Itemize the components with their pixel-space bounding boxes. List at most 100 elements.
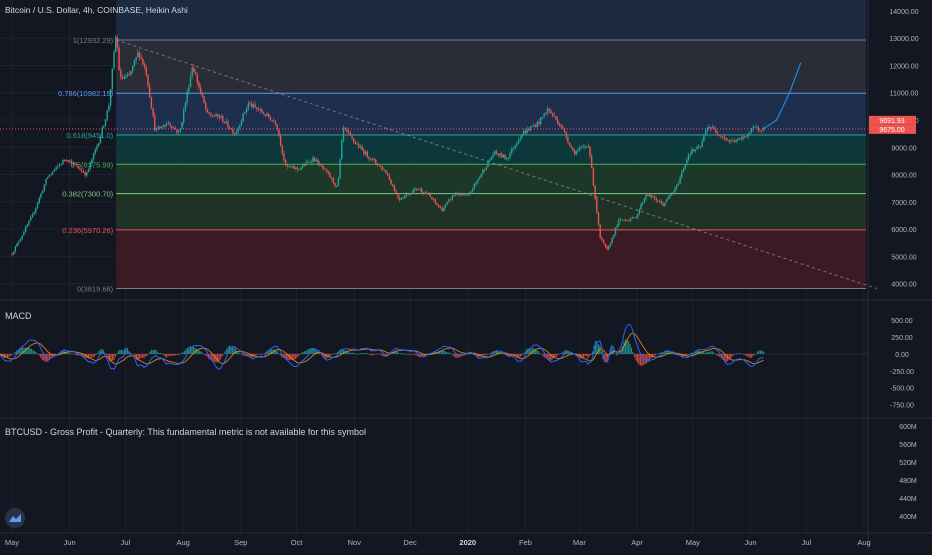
macd-histogram-bar — [534, 349, 537, 354]
candle — [286, 164, 289, 167]
candle — [744, 136, 746, 138]
candle — [126, 74, 129, 76]
candle — [495, 151, 498, 154]
macd-histogram-bar — [582, 353, 585, 358]
candle — [64, 159, 66, 161]
candle — [31, 214, 34, 218]
candle — [494, 151, 496, 155]
candle — [189, 76, 192, 88]
candle — [696, 147, 698, 150]
macd-histogram-bar — [509, 353, 511, 356]
fundamental-tick-label: 400M — [899, 514, 917, 521]
macd-histogram-bar — [626, 339, 628, 354]
candle — [512, 148, 515, 150]
macd-histogram-bar — [390, 352, 393, 354]
candle — [339, 159, 341, 179]
candle — [750, 128, 753, 133]
candle — [149, 86, 151, 98]
candle — [517, 140, 520, 144]
candle — [234, 133, 236, 135]
macd-histogram-bar — [440, 351, 442, 354]
candle — [660, 201, 663, 204]
candle — [410, 193, 413, 195]
candle — [684, 164, 686, 170]
macd-histogram-bar — [137, 353, 139, 361]
candle — [449, 199, 452, 201]
time-tick-label: Aug — [857, 538, 870, 547]
candle — [602, 239, 605, 244]
candle — [453, 194, 455, 196]
candle — [167, 123, 170, 125]
macd-histogram-bar — [692, 352, 694, 354]
candle — [626, 220, 629, 221]
candle — [344, 127, 346, 129]
time-tick-label: Nov — [348, 538, 362, 547]
candle — [305, 162, 307, 166]
macd-histogram-bar — [416, 353, 418, 356]
macd-histogram-bar — [377, 353, 379, 355]
candle — [648, 194, 651, 196]
macd-histogram-bar — [206, 353, 208, 357]
candle — [99, 136, 102, 144]
macd-histogram-bar — [588, 353, 591, 357]
candle — [577, 149, 579, 152]
candle — [417, 189, 419, 191]
tradingview-logo-icon[interactable] — [5, 508, 25, 528]
macd-histogram-bar — [149, 351, 151, 354]
macd-histogram-bar — [401, 353, 403, 354]
macd-histogram-bar — [378, 353, 381, 355]
macd-histogram-bar — [296, 353, 298, 358]
candle — [82, 170, 85, 173]
macd-histogram-bar — [123, 349, 126, 354]
candle — [70, 160, 73, 165]
macd-histogram-bar — [552, 353, 555, 359]
candle — [220, 116, 222, 118]
macd-histogram-bar — [171, 353, 174, 356]
macd-histogram-bar — [293, 353, 295, 360]
macd-histogram-bar — [641, 353, 643, 366]
macd-histogram-bar — [312, 347, 315, 354]
candle — [86, 171, 88, 176]
macd-histogram-bar — [177, 353, 180, 355]
macd-histogram-bar — [540, 353, 543, 355]
candle — [701, 141, 703, 147]
macd-histogram-bar — [725, 353, 727, 362]
price-tick-label: 11000.00 — [890, 91, 919, 98]
macd-histogram-bar — [189, 346, 192, 354]
macd-histogram-bar — [47, 353, 49, 362]
candle — [359, 146, 362, 148]
candle — [572, 147, 574, 151]
candle — [480, 174, 482, 178]
macd-histogram-bar — [636, 353, 639, 363]
macd-histogram-bar — [684, 353, 687, 356]
candle — [115, 37, 117, 52]
macd-histogram-bar — [581, 353, 583, 359]
candle — [103, 125, 105, 128]
candle — [538, 122, 540, 124]
candle — [551, 113, 554, 116]
macd-histogram-bar — [285, 353, 288, 360]
macd-histogram-bar — [447, 352, 450, 354]
candle — [317, 159, 319, 165]
candle — [540, 117, 542, 124]
macd-histogram-bar — [29, 348, 31, 354]
candle — [40, 193, 42, 198]
candle — [322, 166, 324, 169]
macd-histogram-bar — [471, 353, 474, 355]
candle — [24, 226, 27, 233]
candle — [665, 199, 668, 203]
candle — [526, 128, 528, 133]
macd-histogram-bar — [8, 353, 10, 357]
macd-histogram-bar — [330, 353, 333, 355]
macd-histogram-bar — [467, 353, 469, 355]
macd-histogram-bar — [92, 353, 94, 358]
candle — [254, 104, 256, 108]
candle — [383, 170, 385, 171]
time-tick-label: Apr — [631, 538, 643, 547]
candle — [152, 108, 154, 116]
macd-histogram-bar — [662, 351, 664, 354]
macd-histogram-bar — [104, 352, 106, 354]
candle — [533, 125, 535, 127]
